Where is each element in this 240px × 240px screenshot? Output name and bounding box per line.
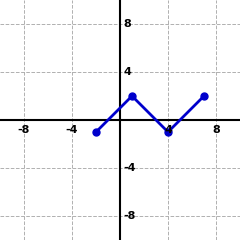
Text: 8: 8 [212, 125, 220, 135]
Text: -4: -4 [124, 163, 136, 173]
Text: 8: 8 [124, 19, 131, 29]
Text: 4: 4 [164, 125, 172, 135]
Text: -8: -8 [18, 125, 30, 135]
Text: -8: -8 [124, 211, 136, 221]
Text: 4: 4 [124, 67, 132, 77]
Text: -4: -4 [66, 125, 78, 135]
